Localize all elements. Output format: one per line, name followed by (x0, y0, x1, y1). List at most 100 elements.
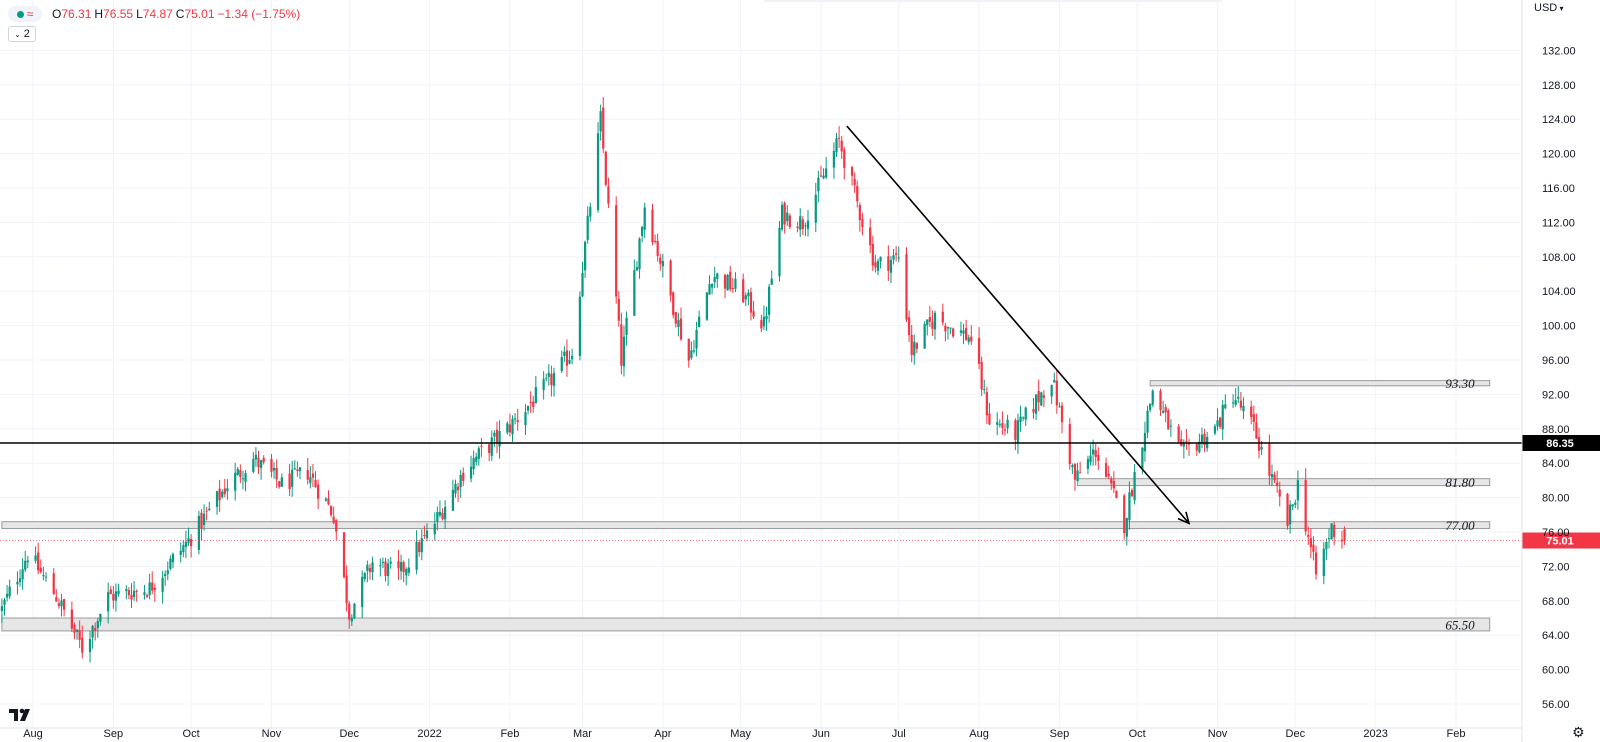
candle-body (397, 561, 400, 569)
candle-body (78, 630, 81, 640)
candle-body (16, 581, 19, 585)
candle-body (977, 337, 981, 364)
candle-body (983, 389, 986, 391)
time-axis[interactable]: Aug Sep Oct Nov Dec 2022 Feb Mar Apr May Jun Jul Aug… (0, 727, 1522, 740)
candle-body (625, 317, 628, 335)
time-tick-label: 2022 (417, 728, 441, 740)
candle-body (1053, 380, 1056, 383)
time-tick-label: May (730, 728, 751, 740)
candle-body (1296, 480, 1300, 501)
candle-body (107, 592, 110, 612)
candle-body (1040, 392, 1043, 406)
candle-body (1058, 406, 1061, 408)
candle-body (1250, 406, 1253, 418)
candle-body (55, 597, 58, 602)
candle-body (456, 486, 460, 491)
candle-body (342, 532, 346, 578)
candle-body (166, 570, 169, 574)
candle-body (1159, 390, 1162, 411)
candle-body (853, 178, 856, 186)
candle-body (257, 457, 260, 468)
candle-body (436, 511, 439, 522)
candle-body (1032, 408, 1035, 413)
candle-body (1060, 405, 1064, 423)
candle-body (1294, 502, 1297, 505)
candle-body (345, 575, 348, 604)
candle-body (1068, 424, 1071, 465)
last-price-badge (1522, 532, 1600, 549)
candle-body (643, 207, 646, 230)
candle-body (1314, 552, 1318, 575)
candle-body (806, 220, 810, 229)
candle-body (215, 491, 219, 507)
candle-body (379, 565, 382, 567)
candle-body (1115, 490, 1118, 498)
time-tick-label: Mar (573, 728, 592, 740)
candle-body (223, 488, 226, 495)
candle-body (669, 260, 672, 296)
candle-body (1270, 474, 1274, 478)
candle-body (752, 311, 755, 317)
indicators-toggle-button[interactable]: ⌄ 2 (8, 26, 36, 42)
candle-body (1141, 447, 1144, 469)
time-tick-label: 2023 (1363, 728, 1387, 740)
open-value: 76.31 (61, 7, 92, 21)
candle-body (928, 317, 931, 322)
candle-body (21, 569, 24, 580)
close-label: C (175, 7, 185, 21)
candle-body (889, 259, 893, 273)
candle-body (459, 474, 462, 488)
candle-body (386, 563, 390, 577)
candle-body (366, 564, 369, 571)
support-resistance-zones: 93.30 81.80 77.00 65.50 (1, 376, 1491, 632)
candle-body (1257, 437, 1261, 451)
candle-body (1185, 440, 1188, 442)
price-tick-label: 72.00 (1542, 561, 1570, 573)
tradingview-logo-icon[interactable] (8, 706, 34, 724)
candle-body (804, 225, 807, 227)
candle-body (825, 168, 828, 178)
candle-body (933, 312, 937, 330)
candle-body (495, 429, 499, 443)
candle-body (415, 541, 418, 570)
grid-lines (0, 0, 1520, 728)
candle-body (94, 627, 97, 631)
candle-body (677, 319, 680, 327)
candle-body (288, 473, 291, 490)
candle-body (475, 456, 478, 462)
candle-body (814, 194, 817, 223)
zone-label: 77.00 (1445, 518, 1475, 533)
candle-body (796, 226, 799, 229)
price-tick-label: 80.00 (1542, 493, 1570, 505)
candle-body (723, 274, 727, 289)
candle-body (534, 387, 537, 404)
candle-body (1203, 433, 1206, 446)
price-tick-label: 116.00 (1542, 183, 1575, 195)
candle-body (1024, 407, 1027, 420)
candle-body (695, 329, 698, 349)
candle-body (1288, 504, 1292, 525)
candle-body (1234, 400, 1237, 405)
gear-icon[interactable]: ⚙ (1572, 724, 1585, 740)
candle-body (690, 350, 693, 359)
time-tick-label: Oct (183, 728, 200, 740)
candle-body (0, 606, 4, 611)
currency-selector[interactable]: USD ▾ (1534, 2, 1563, 14)
price-axis[interactable]: 56.00 60.00 64.00 68.00 72.00 76.00 80.00 84.00… (1521, 0, 1576, 742)
trend-arrow-head-icon (1177, 511, 1191, 525)
trend-arrow-line (846, 125, 1190, 524)
candle-body (1182, 442, 1185, 447)
candle-body (607, 186, 610, 204)
candle-body (91, 625, 94, 638)
candle-body (1231, 402, 1235, 404)
candle-body (197, 515, 201, 550)
visibility-toggle[interactable]: ≈ (8, 6, 42, 22)
candle-body (998, 424, 1001, 426)
candle-body (329, 506, 333, 516)
candle-body (1333, 524, 1336, 537)
candle-body (200, 512, 203, 529)
candle-body (407, 567, 410, 573)
time-tick-label: Sep (104, 728, 124, 740)
candle-body (532, 401, 535, 407)
